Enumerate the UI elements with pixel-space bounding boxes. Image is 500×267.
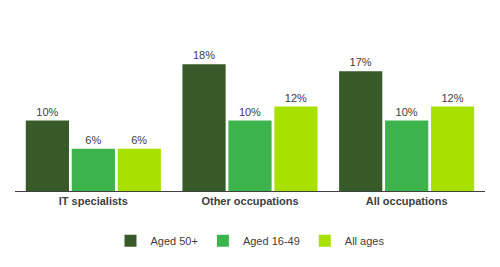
- svg-text:10%: 10%: [396, 106, 418, 118]
- svg-text:All occupations: All occupations: [366, 195, 448, 207]
- svg-text:Other occupations: Other occupations: [201, 195, 298, 207]
- svg-text:6%: 6%: [85, 134, 101, 146]
- svg-text:Aged 50+: Aged 50+: [151, 235, 198, 247]
- svg-text:6%: 6%: [131, 134, 147, 146]
- svg-text:IT specialists: IT specialists: [59, 195, 128, 207]
- svg-text:10%: 10%: [36, 106, 58, 118]
- svg-text:12%: 12%: [442, 92, 464, 104]
- svg-text:All ages: All ages: [345, 235, 385, 247]
- svg-text:18%: 18%: [193, 49, 215, 61]
- svg-text:17%: 17%: [350, 56, 372, 68]
- svg-text:12%: 12%: [285, 92, 307, 104]
- svg-text:Aged 16-49: Aged 16-49: [243, 235, 300, 247]
- svg-text:10%: 10%: [239, 106, 261, 118]
